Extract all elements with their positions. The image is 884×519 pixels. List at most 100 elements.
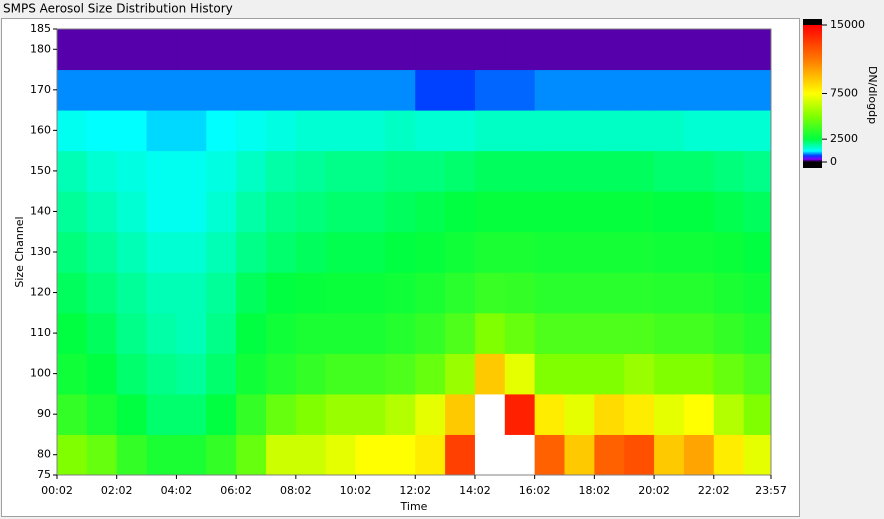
heatmap-cell [57,312,88,354]
heatmap-cell [355,272,386,314]
heatmap-cell [415,434,446,476]
heatmap-cell [176,312,207,354]
heatmap-cell [594,272,625,314]
y-tick-label: 80 [37,448,51,461]
heatmap-cell [504,69,536,111]
heatmap-cell [743,29,772,71]
heatmap-cell [206,69,237,111]
heatmap-cell [265,272,297,314]
y-tick-label: 130 [30,245,51,258]
heatmap-cell [116,231,148,273]
colorbar-tick-label: 0 [830,155,837,168]
heatmap-cell [713,29,745,71]
y-tick-label: 185 [30,22,51,35]
heatmap-cell [415,110,446,152]
colorbar-tick-label: 7500 [830,87,858,100]
heatmap-cell [146,434,177,476]
heatmap-cell [265,393,297,435]
heatmap-cell [743,231,772,273]
heatmap-cell [355,69,386,111]
heatmap-cell [504,272,536,314]
heatmap-cell [146,272,177,314]
heatmap-cell [385,69,416,111]
x-tick-label: 08:02 [280,484,312,497]
heatmap-cell [86,393,118,435]
heatmap-cell [295,393,327,435]
heatmap-cell [236,312,267,354]
heatmap-cell [713,312,745,354]
x-tick-label: 12:02 [399,484,431,497]
heatmap-cell [385,110,416,152]
heatmap-cell [86,150,118,192]
heatmap [57,29,772,476]
heatmap-cell [743,110,772,152]
heatmap-cell [564,393,595,435]
heatmap-cell [325,150,357,192]
heatmap-cell [295,231,327,273]
heatmap-cell [295,29,327,71]
heatmap-cell [86,312,118,354]
heatmap-cell [445,69,476,111]
heatmap-cell [116,191,148,233]
heatmap-cell [206,231,237,273]
colorbar-label: DN/dlogdp [866,66,879,124]
heatmap-cell [474,393,506,435]
heatmap-cell [743,393,772,435]
heatmap-cell [445,191,476,233]
heatmap-cell [683,231,715,273]
heatmap-cell [116,272,148,314]
heatmap-cell [624,393,655,435]
heatmap-cell [86,272,118,314]
heatmap-cell [534,231,566,273]
heatmap-cell [594,110,625,152]
x-tick-label: 10:02 [340,484,372,497]
heatmap-cell [654,312,685,354]
heatmap-cell [594,231,625,273]
x-tick-label: 00:02 [41,484,73,497]
heatmap-cell [265,434,297,476]
heatmap-cell [265,191,297,233]
heatmap-cell [445,312,476,354]
heatmap-cell [325,272,357,314]
heatmap-cell [295,434,327,476]
heatmap-cell [713,231,745,273]
heatmap-cell [325,191,357,233]
heatmap-cell [236,150,267,192]
colorbar-bottom [803,162,822,168]
heatmap-cell [624,231,655,273]
heatmap-cell [265,69,297,111]
heatmap-cell [654,69,685,111]
heatmap-cell [146,110,177,152]
heatmap-cell [504,393,536,435]
y-tick-label: 75 [37,468,51,481]
heatmap-cell [146,231,177,273]
heatmap-cell [683,393,715,435]
heatmap-cell [385,434,416,476]
heatmap-cell [86,69,118,111]
y-tick-label: 150 [30,164,51,177]
heatmap-cell [325,110,357,152]
heatmap-cell [713,353,745,395]
heatmap-cell [206,272,237,314]
heatmap-cell [713,110,745,152]
heatmap-cell [355,231,386,273]
heatmap-cell [534,69,566,111]
colorbar-tick-label: 2500 [830,132,858,145]
heatmap-cell [86,231,118,273]
heatmap-cell [57,150,88,192]
heatmap-cell [206,110,237,152]
heatmap-cell [624,191,655,233]
heatmap-cell [295,191,327,233]
heatmap-cell [654,150,685,192]
heatmap-cell [683,353,715,395]
heatmap-cell [86,29,118,71]
heatmap-cell [564,434,595,476]
y-tick-label: 100 [30,367,51,380]
heatmap-cell [504,29,536,71]
heatmap-cell [236,272,267,314]
heatmap-cell [176,353,207,395]
heatmap-cell [206,29,237,71]
y-tick-label: 170 [30,83,51,96]
heatmap-cell [474,29,506,71]
heatmap-cell [445,150,476,192]
